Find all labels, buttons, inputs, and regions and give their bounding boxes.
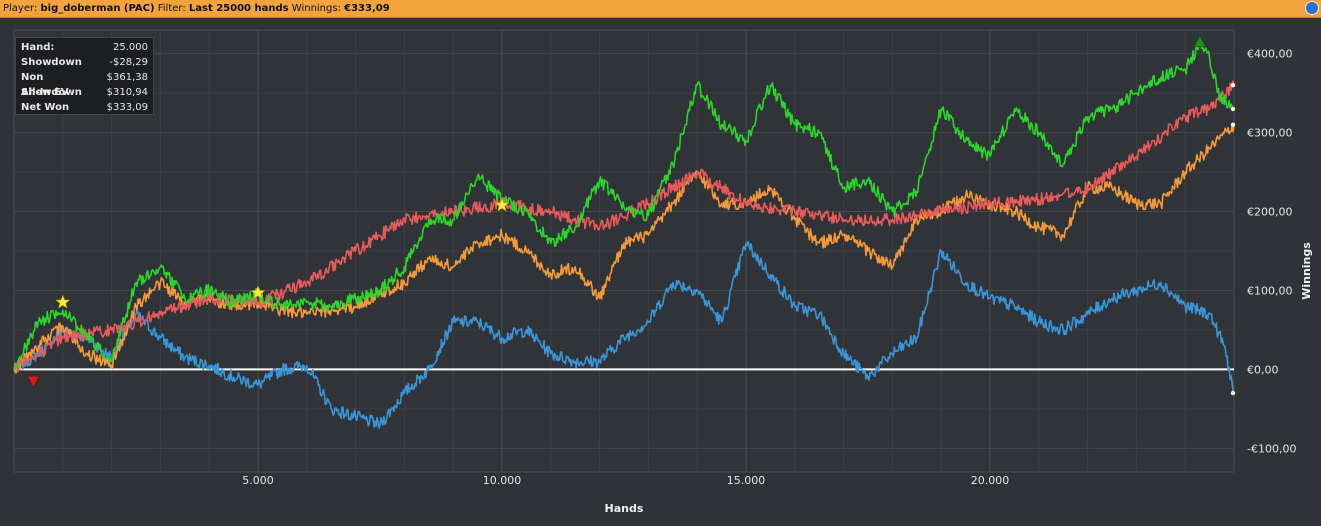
stat-value: -$28,29 bbox=[109, 57, 148, 68]
low-point-marker bbox=[27, 375, 41, 388]
y-tick-label: €0,00 bbox=[1247, 363, 1279, 376]
stats-panel: Hand: 25.000 Showdown -$28,29 Non Showdown… bbox=[15, 37, 154, 115]
y-tick-label: €400,00 bbox=[1247, 48, 1293, 61]
series-line-net-won bbox=[13, 41, 1235, 370]
x-tick-label: 15.000 bbox=[727, 474, 766, 487]
series-line-showdown bbox=[13, 240, 1235, 429]
y-axis-label: Winnings bbox=[1300, 242, 1313, 300]
stat-label: Showdown bbox=[21, 57, 82, 68]
winnings-value: €333,09 bbox=[344, 3, 390, 14]
winnings-graph: -€100,00 €0,00 €100,00 €200,00 €300,00 €400,0… bbox=[13, 29, 1313, 515]
stat-label: Non Showdown bbox=[21, 72, 82, 98]
stat-label: Net Won bbox=[21, 102, 70, 113]
stat-value: 25.000 bbox=[113, 42, 148, 53]
star-marker bbox=[250, 284, 266, 300]
player-name: big_doberman (PAC) bbox=[40, 3, 155, 14]
y-tick-label: €100,00 bbox=[1247, 284, 1293, 297]
series-end-dot bbox=[1230, 390, 1236, 396]
stat-row-hand: Hand: 25.000 bbox=[21, 40, 148, 55]
y-tick-label: -€100,00 bbox=[1247, 442, 1296, 455]
x-tick-label: 10.000 bbox=[483, 474, 522, 487]
stat-label: All-In EV bbox=[21, 87, 69, 98]
stat-row-all-in-ev: All-In EV $310,94 bbox=[21, 85, 148, 100]
series-end-dot bbox=[1230, 106, 1236, 112]
stat-value: $310,94 bbox=[106, 87, 148, 98]
winnings-label: Winnings: bbox=[291, 3, 341, 14]
title-bar: Player: big_doberman (PAC) Filter: Last … bbox=[0, 0, 1321, 18]
stat-value: $361,38 bbox=[106, 72, 148, 83]
series-line-all-in-ev bbox=[13, 80, 1235, 373]
stat-row-non-showdown: Non Showdown $361,38 bbox=[21, 70, 148, 98]
series-end-dot bbox=[1230, 122, 1236, 127]
series-end-dot bbox=[1230, 83, 1236, 88]
high-point-marker bbox=[1193, 35, 1207, 48]
x-tick-label: 5.000 bbox=[242, 474, 274, 487]
stat-label: Hand: bbox=[21, 42, 55, 53]
stat-row-net-won: Net Won $333,09 bbox=[21, 100, 148, 115]
x-tick-label: 20.000 bbox=[971, 474, 1010, 487]
star-marker bbox=[494, 197, 510, 212]
x-axis-label: Hands bbox=[605, 502, 644, 515]
stat-value: $333,09 bbox=[106, 102, 148, 113]
player-label: Player: bbox=[3, 3, 38, 14]
y-tick-label: €200,00 bbox=[1247, 206, 1293, 219]
stat-row-showdown: Showdown -$28,29 bbox=[21, 55, 148, 70]
y-tick-label: €300,00 bbox=[1247, 127, 1293, 140]
filter-label: Filter: bbox=[157, 3, 186, 14]
help-icon[interactable] bbox=[1305, 1, 1319, 15]
filter-value: Last 25000 hands bbox=[188, 3, 289, 14]
star-marker bbox=[55, 294, 71, 309]
